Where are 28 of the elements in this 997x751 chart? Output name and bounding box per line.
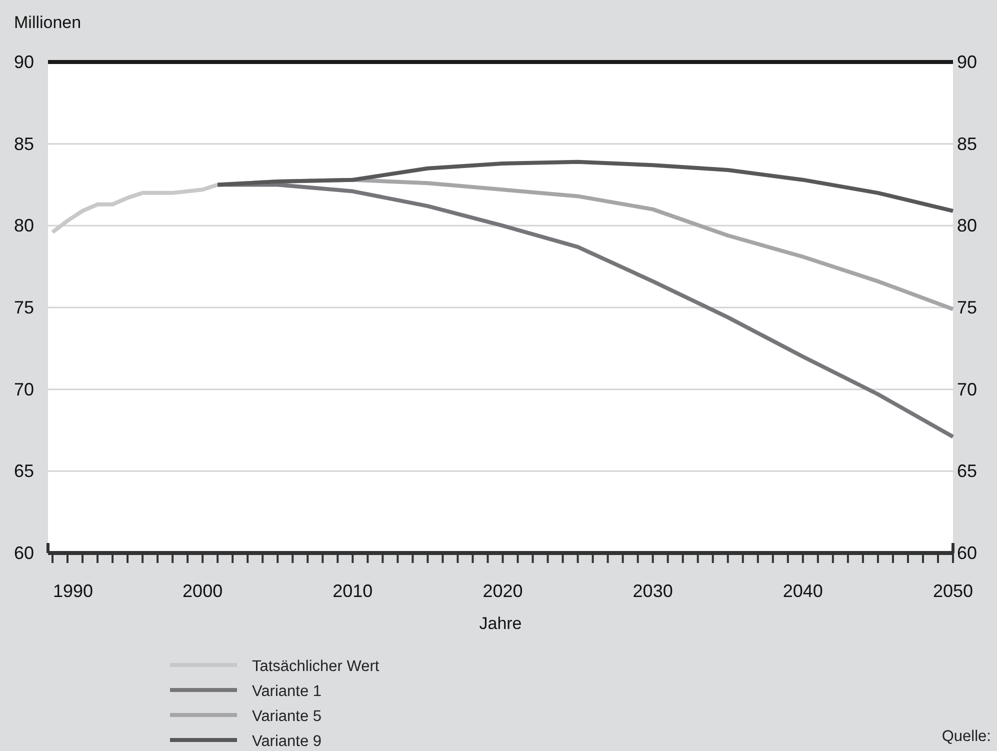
y2-tick-label: 75 — [957, 298, 978, 318]
x-tick-label: 2010 — [332, 581, 373, 601]
y2-tick-label: 85 — [957, 134, 978, 154]
y-tick-label: 75 — [14, 298, 34, 318]
legend-label: Variante 5 — [252, 708, 322, 725]
legend-label: Variante 9 — [252, 733, 322, 750]
x-tick-label: 2000 — [182, 581, 223, 601]
legend-label: Tatsächlicher Wert — [252, 658, 380, 675]
y-tick-label: 65 — [14, 461, 34, 482]
y2-tick-label: 90 — [957, 52, 978, 72]
y2-tick-label: 60 — [957, 543, 978, 563]
x-tick-label: 2020 — [482, 581, 523, 601]
y2-tick-label: 70 — [957, 379, 978, 400]
y-tick-label: 80 — [14, 216, 34, 236]
x-tick-label: 2040 — [782, 581, 823, 601]
legend-label: Variante 1 — [252, 683, 322, 700]
x-axis-title: Jahre — [479, 614, 522, 633]
y-tick-label: 85 — [14, 134, 34, 154]
x-tick-label: 2030 — [632, 581, 673, 601]
y-tick-label: 90 — [14, 52, 34, 72]
y2-tick-label: 80 — [957, 216, 978, 236]
y-tick-label: 60 — [14, 543, 34, 563]
source-note: Quelle: — [942, 728, 991, 745]
y2-tick-label: 65 — [957, 461, 978, 482]
y-axis-title: Millionen — [14, 13, 82, 32]
x-tick-label: 1990 — [52, 581, 94, 601]
x-tick-label: 2050 — [932, 581, 974, 601]
y-tick-label: 70 — [14, 379, 34, 400]
